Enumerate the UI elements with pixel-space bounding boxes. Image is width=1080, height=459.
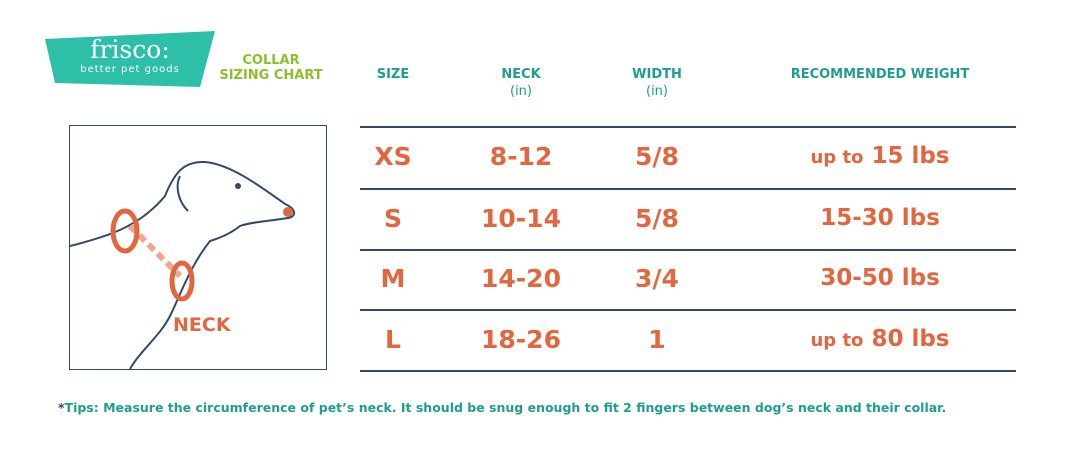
frisco-logo-badge bbox=[45, 31, 215, 87]
divider bbox=[360, 188, 1016, 190]
cell-width: 1 bbox=[648, 325, 666, 354]
cell-size: L bbox=[385, 325, 401, 354]
weight-value: 80 lbs bbox=[871, 326, 950, 352]
divider bbox=[360, 370, 1016, 372]
cell-weight: 15-30 lbs bbox=[760, 205, 1000, 231]
cell-weight: up to 80 lbs bbox=[760, 326, 1000, 352]
header-width: WIDTH (in) bbox=[632, 67, 682, 99]
dog-neck-icon bbox=[69, 160, 296, 370]
weight-prefix: up to bbox=[810, 147, 864, 168]
cell-neck: 14-20 bbox=[481, 264, 561, 293]
chart-title: COLLAR SIZING CHART bbox=[215, 53, 327, 83]
cell-size: M bbox=[380, 264, 406, 293]
neck-label: NECK bbox=[173, 314, 231, 336]
cell-width: 3/4 bbox=[635, 264, 679, 293]
divider bbox=[360, 309, 1016, 311]
frisco-logo: frisco: better pet goods bbox=[70, 35, 190, 76]
cell-neck: 18-26 bbox=[481, 325, 561, 354]
cell-width: 5/8 bbox=[635, 204, 679, 233]
header-size: SIZE bbox=[376, 67, 410, 82]
divider bbox=[360, 126, 1016, 128]
weight-prefix: up to bbox=[810, 330, 864, 351]
cell-size: XS bbox=[374, 142, 412, 171]
dog-illustration: NECK bbox=[69, 125, 327, 370]
tips-note: *Tips: Measure the circumference of pet’… bbox=[58, 400, 946, 415]
tips-star: * bbox=[58, 400, 65, 415]
weight-value: 15 lbs bbox=[871, 143, 950, 169]
logo-tagline: better pet goods bbox=[80, 64, 180, 75]
cell-size: S bbox=[383, 204, 402, 233]
cell-neck: 8-12 bbox=[489, 142, 553, 171]
header-neck: NECK (in) bbox=[501, 67, 541, 99]
logo-name: frisco: bbox=[90, 35, 170, 64]
divider bbox=[360, 249, 1016, 251]
cell-weight: up to 15 lbs bbox=[760, 143, 1000, 169]
cell-neck: 10-14 bbox=[481, 204, 561, 233]
title-line-2: SIZING CHART bbox=[219, 68, 323, 83]
tips-text: Tips: Measure the circumference of pet’s… bbox=[64, 400, 947, 415]
header-weight: RECOMMENDED WEIGHT bbox=[790, 67, 970, 82]
cell-weight: 30-50 lbs bbox=[760, 265, 1000, 291]
cell-width: 5/8 bbox=[635, 142, 679, 171]
title-line-1: COLLAR bbox=[242, 53, 300, 68]
weight-value: 15-30 lbs bbox=[820, 205, 940, 231]
weight-value: 30-50 lbs bbox=[820, 265, 940, 291]
